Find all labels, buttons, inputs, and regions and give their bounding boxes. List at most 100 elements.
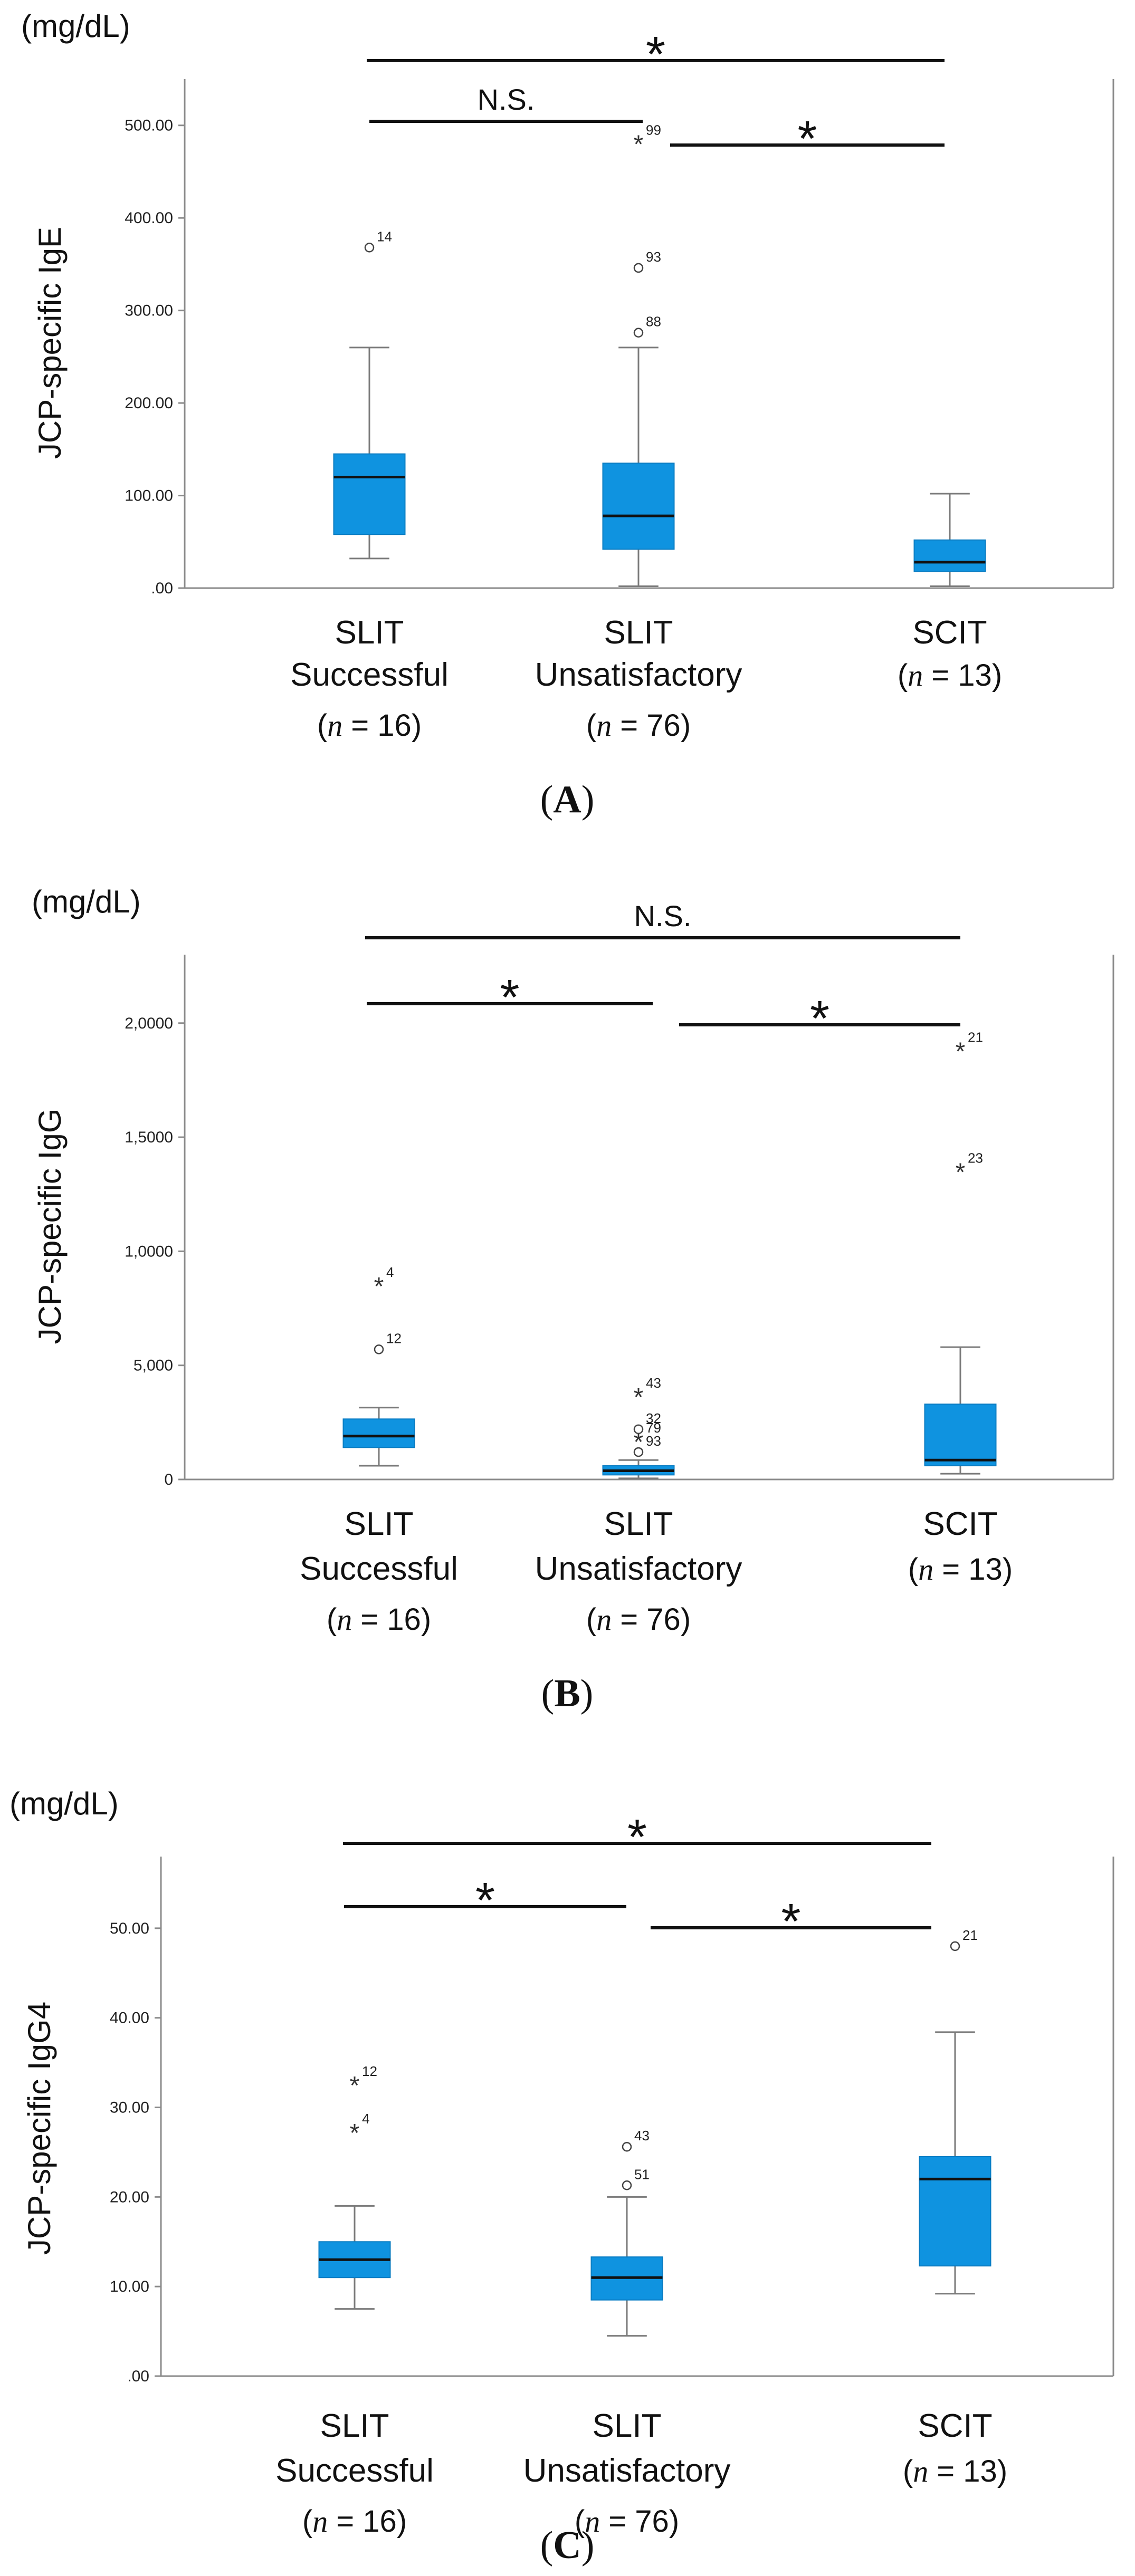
category-label-line2: Unsatisfactory <box>535 1551 742 1587</box>
category-label-line1: SCIT <box>923 1506 997 1542</box>
outlier-circle <box>633 1424 644 1435</box>
unit-label: (mg/dL) <box>32 884 141 919</box>
box-group-1: 88 93 *99 SLIT Unsatisfactory (n = 76) <box>535 122 742 743</box>
paren-close: ) <box>997 2454 1007 2488</box>
panel-label: (B) <box>541 1672 594 1715</box>
sample-size-label: (n = 13) <box>908 1552 1013 1587</box>
outlier-case-label: 43 <box>646 1375 661 1391</box>
n-value: = 16 <box>328 2504 397 2539</box>
panel-letter: B <box>554 1672 580 1715</box>
paren-close: ) <box>1003 1552 1013 1587</box>
category-label-line2: Unsatisfactory <box>535 657 742 693</box>
unit-label: (mg/dL) <box>9 1786 119 1821</box>
outlier-extreme-star: * <box>956 1037 966 1065</box>
y-tick-label: 30.00 <box>110 2099 149 2117</box>
outlier-circle <box>950 1941 960 1952</box>
panel-paren-close: ) <box>581 2524 595 2567</box>
category-label-line1: SCIT <box>918 2408 992 2444</box>
panel-paren-open: ( <box>541 1672 555 1715</box>
outlier-case-label: 93 <box>646 1433 661 1449</box>
sample-size-label: (n = 16) <box>302 2504 407 2539</box>
sample-size-label: (n = 76) <box>586 1602 691 1637</box>
outlier-case-label: 43 <box>634 2128 650 2144</box>
panel-paren-open: ( <box>540 778 554 821</box>
outlier-circle <box>622 2180 632 2190</box>
panel-label: (C) <box>540 2524 595 2567</box>
outlier-case-label: 14 <box>377 228 392 244</box>
outlier-case-label: 79 <box>646 1420 661 1436</box>
category-label-line2: Unsatisfactory <box>523 2453 731 2489</box>
n-symbol: n <box>596 1602 612 1637</box>
significance-star: * <box>646 26 665 82</box>
sample-size-label: (n = 16) <box>327 1602 431 1637</box>
y-tick-label: 1,0000 <box>125 1243 173 1260</box>
box-group-0: 14 SLIT Successful (n = 16) <box>290 228 449 743</box>
outlier-case-label: 32 <box>646 1410 661 1426</box>
chart-panel-c: (mg/dL) JCP-specific IgG4 .00 10.00 20.00 30.… <box>9 1786 1114 2567</box>
paren-close: ) <box>992 658 1002 693</box>
significance-star: * <box>475 1872 495 1928</box>
y-tick-label: 1,5000 <box>125 1129 173 1146</box>
n-value: = 76 <box>612 708 681 743</box>
panel-paren-open: ( <box>540 2524 554 2567</box>
paren-open: ( <box>302 2504 312 2539</box>
paren-close: ) <box>681 708 691 743</box>
n-symbol: n <box>908 658 923 693</box>
chart-panel-b: (mg/dL) JCP-specific IgG 0 5,000 1,0000 1,500… <box>32 884 1114 1715</box>
sample-size-label: (n = 16) <box>317 708 422 743</box>
y-axis-label: JCP-specific IgG4 <box>22 2002 57 2255</box>
chart-panel-a: (mg/dL) JCP-specific IgE .00 100.00 200.00 30… <box>21 8 1114 821</box>
outlier-case-label: 4 <box>386 1264 394 1280</box>
significance-star: * <box>810 991 829 1046</box>
paren-open: ( <box>317 708 327 743</box>
box-group-1: 51 43 SLIT Unsatisfactory (n = 76) <box>523 2128 731 2539</box>
outlier-case-label: 21 <box>968 1029 983 1045</box>
outlier-extreme-star: * <box>350 2072 360 2100</box>
y-axis-label: JCP-specific IgG <box>32 1109 68 1344</box>
outlier-extreme-star: * <box>634 131 644 159</box>
outlier-circle <box>622 2141 632 2152</box>
outlier-case-label: 4 <box>362 2111 369 2127</box>
y-tick-label: 500.00 <box>125 117 173 134</box>
panel-paren-close: ) <box>580 1672 594 1715</box>
n-value: = 76 <box>600 2504 669 2539</box>
outlier-extreme-star: * <box>634 1383 644 1411</box>
outlier-extreme-star: * <box>956 1159 966 1187</box>
category-label-line2: Successful <box>300 1551 458 1587</box>
outlier-case-label: 51 <box>634 2166 650 2182</box>
category-label-line1: SCIT <box>912 614 987 651</box>
y-tick-label: 5,000 <box>133 1357 173 1374</box>
n-value: = 13 <box>928 2454 997 2488</box>
significance-star: * <box>627 1809 647 1865</box>
paren-open: ( <box>898 658 908 693</box>
n-value: = 16 <box>352 1602 421 1637</box>
category-label-line1: SLIT <box>604 614 673 651</box>
outlier-case-label: 23 <box>968 1150 983 1166</box>
outlier-extreme-star: * <box>374 1273 384 1301</box>
outlier-extreme-star: * <box>634 1428 644 1456</box>
n-value: = 13 <box>933 1552 1003 1587</box>
y-axis-label: JCP-specific IgE <box>32 227 68 459</box>
n-value: = 13 <box>923 658 992 693</box>
paren-open: ( <box>586 1602 596 1637</box>
outlier-case-label: 88 <box>646 314 661 330</box>
paren-open: ( <box>903 2454 913 2488</box>
n-value: = 76 <box>612 1602 681 1637</box>
y-tick-label: 0 <box>164 1471 173 1488</box>
iqr-box <box>602 463 675 550</box>
outlier-extreme-star: * <box>350 2119 360 2147</box>
category-label-line2: Successful <box>290 657 449 693</box>
y-tick-label: 100.00 <box>125 487 173 505</box>
panel-letter: C <box>553 2524 581 2567</box>
n-value: = 16 <box>342 708 412 743</box>
n-symbol: n <box>596 708 612 743</box>
n-symbol: n <box>312 2504 328 2539</box>
iqr-box <box>924 1404 997 1467</box>
outlier-case-label: 93 <box>646 249 661 265</box>
outlier-circle <box>364 243 375 253</box>
paren-close: ) <box>681 1602 691 1637</box>
significance-star: * <box>500 969 520 1025</box>
